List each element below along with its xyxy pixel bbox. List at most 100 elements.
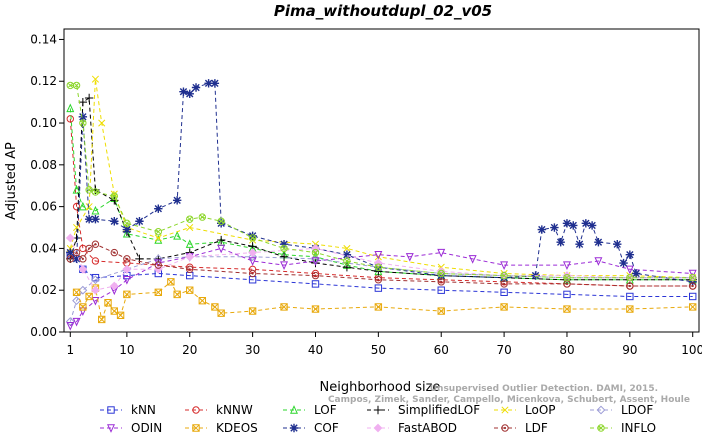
x-tick-label-5: 50 — [371, 343, 386, 357]
point-ldf-10 — [311, 271, 320, 280]
x-tick-label-10: 100 — [681, 343, 702, 357]
point-odin-11 — [311, 257, 320, 266]
legend-marker-odin — [107, 424, 115, 433]
point-kdeos-8 — [123, 290, 131, 299]
point-cof-13 — [204, 79, 213, 88]
point-inflo-18 — [563, 274, 571, 282]
point-kdeos-10 — [167, 278, 175, 286]
point-kdeos-4 — [98, 315, 106, 324]
plot-frame — [63, 28, 700, 333]
series-inflo — [66, 81, 697, 282]
x-tick-label-1: 10 — [119, 343, 134, 357]
point-cof-15 — [216, 219, 226, 228]
point-kdeos-2 — [85, 292, 93, 301]
point-odin-0 — [66, 322, 75, 331]
point-lof-7 — [173, 230, 182, 240]
point-knn-7 — [311, 280, 320, 288]
x-tick-label-6: 60 — [434, 343, 449, 357]
point-loop-11 — [343, 244, 351, 252]
point-inflo-9 — [198, 213, 207, 221]
point-ldf-11 — [374, 276, 383, 284]
point-lof-5 — [122, 228, 131, 238]
point-kdeos-17 — [280, 303, 288, 311]
legend-marker-inflo — [597, 424, 605, 432]
point-cof-27 — [562, 219, 572, 228]
point-odin-10 — [280, 261, 289, 271]
legend-item-simplifiedlof: SimplifiedLOF — [367, 403, 480, 417]
point-knnw-3 — [91, 257, 100, 265]
point-inflo-7 — [154, 228, 163, 236]
point-kdeos-0 — [72, 288, 81, 296]
series-line-loop — [69, 79, 693, 279]
x-axis: 1 10 20 30 40 50 60 70 80 90 100 — [66, 332, 702, 357]
point-inflo-6 — [123, 219, 131, 227]
legend-marker-ldf — [501, 424, 509, 432]
point-cof-9 — [172, 196, 182, 205]
x-tick-label-7: 70 — [496, 343, 511, 357]
legend-marker-fastabod — [373, 423, 383, 433]
point-odin-13 — [405, 253, 414, 262]
legend-item-ldof: LDOF — [590, 403, 653, 417]
legend-marker-loop — [501, 406, 509, 414]
legend-item-lof: LOF — [283, 403, 337, 417]
point-odin-20 — [688, 269, 697, 279]
point-odin-19 — [625, 265, 634, 275]
series-layer — [65, 75, 698, 331]
legend-label-kdeos: KDEOS — [216, 421, 258, 434]
point-ldf-2 — [79, 255, 87, 263]
point-cof-0 — [66, 248, 75, 257]
point-kdeos-12 — [186, 286, 194, 294]
point-inflo-5 — [110, 192, 118, 200]
point-odin-1 — [72, 317, 81, 327]
point-odin-17 — [562, 261, 571, 271]
point-loop-1 — [73, 223, 81, 232]
point-ldf-7 — [154, 261, 163, 269]
point-cof-12 — [191, 83, 201, 92]
y-tick-label-6: 0.12 — [30, 74, 57, 88]
legend-marker-knnw — [192, 406, 200, 414]
legend-item-knnw: kNNW — [185, 403, 253, 417]
point-inflo-14 — [343, 257, 351, 265]
legend: kNN kNNW LOF SimplifiedLOF LoOP LDOF ODIN KDEOS… — [100, 403, 656, 434]
point-simplifiedlof-2 — [78, 97, 88, 107]
point-cof-14 — [210, 79, 220, 88]
point-inflo-8 — [186, 215, 194, 223]
point-kdeos-5 — [104, 299, 112, 307]
watermark-line-2: Campos, Zimek, Sander, Campello, Micenko… — [328, 395, 690, 405]
point-knn-13 — [689, 292, 697, 301]
point-lof-0 — [66, 103, 75, 113]
point-fastabod-1 — [78, 264, 88, 274]
point-odin-6 — [154, 259, 163, 268]
legend-item-knn: kNN — [100, 403, 156, 417]
point-cof-11 — [185, 89, 194, 98]
y-tick-label-5: 0.10 — [30, 116, 57, 130]
point-kdeos-1 — [79, 303, 87, 311]
point-cof-19 — [342, 250, 352, 259]
series-line-inflo — [70, 84, 693, 279]
point-lof-2 — [78, 201, 87, 211]
legend-marker-lof — [290, 405, 298, 414]
legend-marker-simplifiedlof — [373, 405, 383, 415]
y-tick-label-1: 0.02 — [30, 283, 57, 297]
y-tick-label-0: 0.00 — [30, 325, 57, 339]
series-kdeos — [72, 278, 697, 324]
series-loop — [66, 75, 697, 282]
point-odin-16 — [500, 261, 509, 271]
point-fastabod-2 — [91, 285, 100, 295]
y-tick-label-3: 0.06 — [30, 200, 57, 214]
point-ldof-3 — [91, 275, 100, 285]
point-odin-12 — [374, 250, 383, 260]
point-ldf-0 — [66, 255, 74, 263]
point-cof-7 — [135, 217, 144, 226]
point-odin-8 — [217, 244, 226, 254]
legend-label-lof: LOF — [314, 403, 337, 417]
point-kdeos-14 — [211, 303, 219, 311]
point-loop-3 — [91, 75, 99, 83]
point-cof-4 — [91, 214, 100, 224]
legend-marker-ldof — [596, 405, 606, 415]
point-ldf-6 — [123, 255, 131, 263]
point-cof-29 — [575, 240, 584, 249]
y-axis: 0.00 0.02 0.04 0.06 0.08 0.10 0.12 0.14 — [30, 32, 64, 339]
legend-label-odin: ODIN — [131, 421, 162, 434]
